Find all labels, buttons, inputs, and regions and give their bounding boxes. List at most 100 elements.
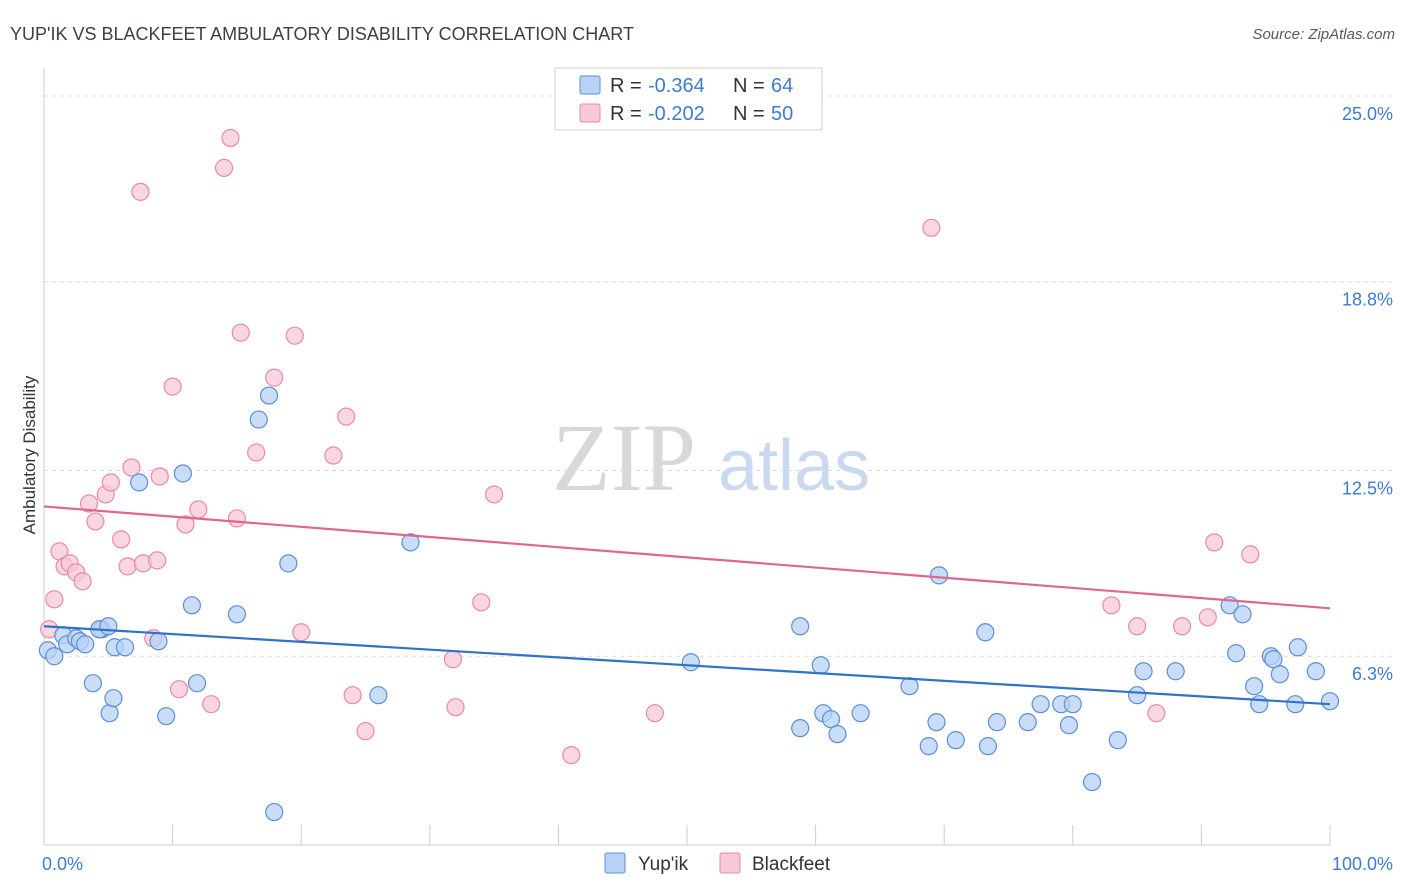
- chart-title: YUP'IK VS BLACKFEET AMBULATORY DISABILIT…: [10, 24, 634, 44]
- bottom-legend-label-blackfeet: Blackfeet: [752, 854, 831, 875]
- point-blackfeet-37: [446, 698, 465, 717]
- point-yupik-31: [811, 656, 830, 675]
- point-blackfeet-33: [337, 407, 356, 426]
- legend-r-value-blackfeet: -0.202: [648, 103, 705, 125]
- point-yupik-22: [249, 410, 268, 429]
- point-blackfeet-35: [356, 722, 375, 741]
- point-blackfeet-47: [1198, 608, 1217, 627]
- point-blackfeet-12: [118, 557, 137, 576]
- point-blackfeet-26: [227, 509, 246, 528]
- trend-line-yupik: [43, 625, 1331, 706]
- point-yupik-28: [681, 653, 700, 672]
- point-yupik-41: [976, 623, 995, 642]
- point-yupik-55: [1227, 644, 1246, 663]
- point-blackfeet-20: [169, 680, 189, 699]
- series-legend: Yup'ik Blackfeet: [604, 852, 831, 875]
- point-blackfeet-21: [176, 515, 195, 534]
- point-yupik-19: [182, 596, 201, 615]
- bottom-legend-swatch-yupik: [604, 852, 626, 874]
- point-yupik-62: [1286, 695, 1305, 714]
- point-yupik-23: [259, 386, 279, 405]
- point-yupik-53: [1166, 662, 1185, 681]
- trend-lines: [43, 505, 1331, 706]
- point-yupik-21: [227, 605, 246, 624]
- point-yupik-33: [821, 710, 841, 729]
- series-blackfeet: [40, 128, 1260, 765]
- point-blackfeet-19: [163, 377, 182, 396]
- x-tick-label-max: 100.0%: [1332, 854, 1393, 874]
- legend-swatch-yupik: [579, 75, 601, 95]
- point-yupik-1: [45, 647, 64, 666]
- point-blackfeet-13: [122, 458, 141, 477]
- point-blackfeet-44: [1127, 617, 1147, 636]
- legend-n-label-blackfeet: N =: [733, 103, 765, 125]
- y-tick-label-18-8: 18.8%: [1342, 290, 1393, 310]
- point-blackfeet-7: [79, 494, 99, 513]
- point-yupik-58: [1250, 695, 1269, 714]
- point-blackfeet-27: [231, 323, 250, 342]
- point-blackfeet-36: [443, 650, 463, 669]
- point-yupik-6: [76, 635, 95, 654]
- point-blackfeet-41: [645, 704, 664, 723]
- axes: [43, 68, 1331, 846]
- point-yupik-50: [1108, 731, 1127, 750]
- point-yupik-65: [1320, 692, 1340, 711]
- point-blackfeet-34: [343, 686, 362, 705]
- watermark-zip: ZIP: [552, 404, 696, 511]
- point-yupik-14: [115, 638, 135, 657]
- point-yupik-40: [946, 731, 965, 750]
- legend-swatch-blackfeet: [579, 103, 601, 123]
- point-yupik-34: [828, 725, 847, 744]
- point-blackfeet-49: [1241, 545, 1260, 564]
- point-yupik-60: [1264, 650, 1283, 669]
- watermark-atlas: atlas: [718, 426, 870, 506]
- point-blackfeet-40: [562, 746, 581, 765]
- point-yupik-64: [1306, 662, 1325, 681]
- point-blackfeet-17: [148, 551, 167, 570]
- gridlines: [44, 95, 1393, 657]
- legend-n-value-yupik: 64: [771, 75, 793, 97]
- point-blackfeet-10: [101, 473, 120, 492]
- point-yupik-45: [1031, 695, 1050, 714]
- point-yupik-7: [83, 674, 102, 693]
- point-yupik-30: [791, 617, 810, 636]
- point-yupik-16: [149, 632, 168, 651]
- point-blackfeet-32: [324, 446, 343, 465]
- point-blackfeet-48: [1205, 533, 1224, 552]
- point-yupik-27: [401, 533, 420, 552]
- point-yupik-17: [157, 707, 176, 726]
- point-blackfeet-29: [265, 368, 284, 387]
- point-yupik-39: [929, 566, 949, 585]
- y-tick-label-6-3: 6.3%: [1352, 664, 1393, 684]
- point-yupik-25: [279, 554, 298, 573]
- point-blackfeet-28: [247, 443, 266, 462]
- point-blackfeet-1: [45, 590, 64, 609]
- point-blackfeet-22: [189, 500, 208, 519]
- point-yupik-29: [791, 719, 810, 738]
- point-blackfeet-6: [73, 572, 92, 591]
- point-blackfeet-25: [221, 128, 240, 148]
- point-yupik-61: [1270, 665, 1289, 684]
- point-yupik-37: [919, 737, 938, 756]
- point-yupik-36: [900, 677, 919, 696]
- chart-source: Source: ZipAtlas.com: [1252, 26, 1395, 43]
- point-yupik-51: [1127, 686, 1147, 705]
- legend-r-value-yupik: -0.364: [648, 75, 705, 97]
- y-tick-labels: 6.3% 12.5% 18.8% 25.0%: [1342, 104, 1393, 684]
- legend-r-label-blackfeet: R =: [610, 103, 642, 125]
- point-blackfeet-43: [1102, 596, 1121, 615]
- point-yupik-47: [1059, 716, 1079, 735]
- point-yupik-12: [104, 689, 123, 708]
- point-yupik-38: [927, 713, 946, 732]
- trend-line-blackfeet: [43, 505, 1331, 610]
- point-blackfeet-24: [214, 158, 234, 177]
- point-yupik-63: [1288, 638, 1307, 657]
- point-blackfeet-39: [485, 485, 504, 504]
- point-blackfeet-8: [86, 512, 105, 531]
- point-yupik-35: [851, 704, 870, 723]
- point-yupik-57: [1245, 677, 1264, 696]
- point-blackfeet-30: [285, 326, 304, 345]
- point-blackfeet-11: [112, 530, 131, 549]
- point-yupik-49: [1082, 772, 1102, 792]
